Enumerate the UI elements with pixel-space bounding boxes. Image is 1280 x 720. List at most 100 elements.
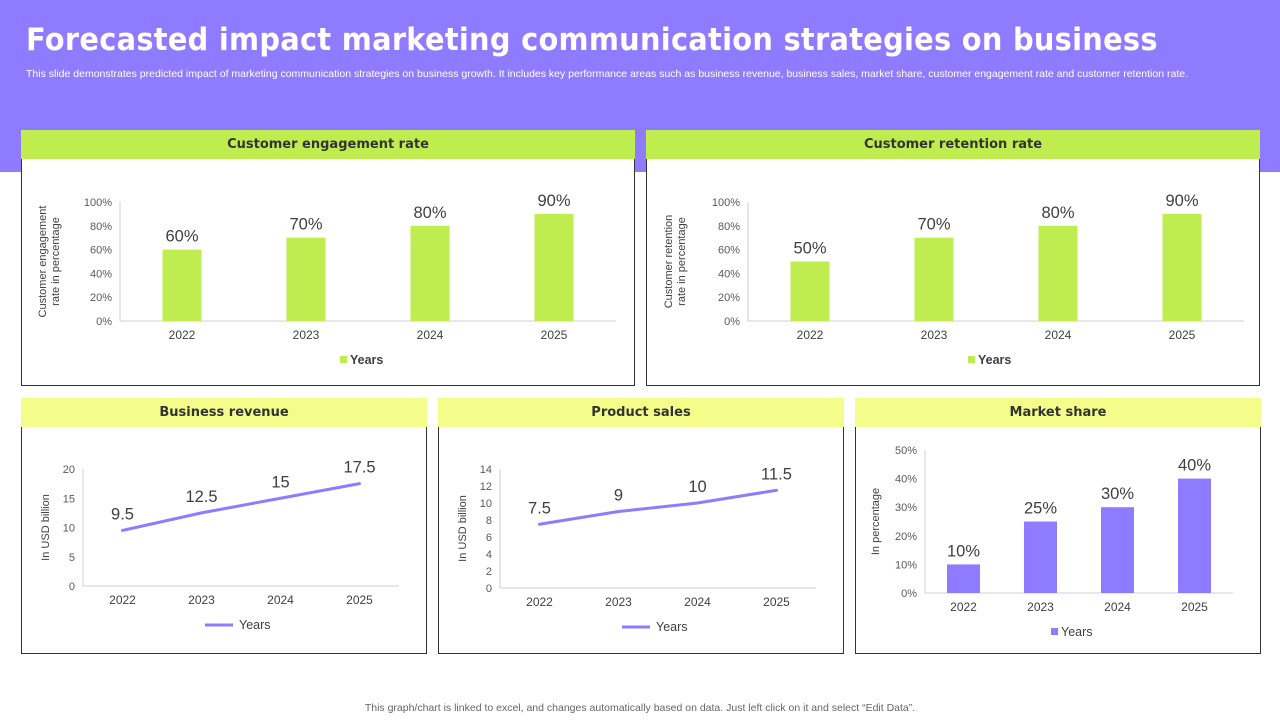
x-tick-label: 2022 bbox=[169, 328, 196, 342]
y-tick-label: 20% bbox=[718, 292, 740, 304]
x-tick-label: 2024 bbox=[684, 595, 711, 609]
y-tick-label: 20% bbox=[90, 292, 112, 304]
legend-marker bbox=[968, 356, 975, 363]
x-tick-label: 2022 bbox=[526, 595, 553, 609]
legend-marker bbox=[1051, 628, 1058, 635]
page-title: Forecasted impact marketing communicatio… bbox=[26, 22, 1158, 58]
bar bbox=[1178, 478, 1211, 593]
y-tick-label: 15 bbox=[63, 493, 75, 505]
bar bbox=[1038, 225, 1078, 321]
bar bbox=[914, 237, 954, 321]
legend-label: Years bbox=[656, 620, 688, 634]
y-tick-label: 60% bbox=[90, 245, 112, 257]
bar bbox=[162, 249, 202, 321]
x-tick-label: 2023 bbox=[188, 593, 215, 607]
x-tick-label: 2025 bbox=[1181, 600, 1208, 614]
y-tick-label: 40% bbox=[895, 474, 917, 486]
y-tick-label: 50% bbox=[895, 445, 917, 457]
x-tick-label: 2025 bbox=[1169, 328, 1196, 342]
page-subtitle: This slide demonstrates predicted impact… bbox=[26, 68, 1188, 80]
y-tick-label: 0% bbox=[901, 588, 917, 600]
y-tick-label: 100% bbox=[712, 197, 740, 209]
data-label: 10% bbox=[947, 542, 980, 560]
footer-note: This graph/chart is linked to excel, and… bbox=[364, 702, 916, 714]
y-tick-label: 20% bbox=[895, 531, 917, 543]
y-tick-label: 2 bbox=[486, 566, 492, 578]
data-label: 50% bbox=[793, 240, 826, 258]
y-tick-label: 4 bbox=[486, 549, 492, 561]
x-tick-label: 2025 bbox=[541, 328, 568, 342]
y-tick-label: 10% bbox=[895, 559, 917, 571]
panel-business-revenue[interactable]: Business revenue 0 5 10 15 20 2022 2023 2024 202… bbox=[21, 398, 427, 654]
x-tick-label: 2023 bbox=[1027, 600, 1054, 614]
panel-title: Market share bbox=[855, 398, 1261, 427]
y-tick-label: 60% bbox=[718, 245, 740, 257]
x-tick-label: 2022 bbox=[797, 328, 824, 342]
panel-title: Customer engagement rate bbox=[21, 130, 635, 159]
y-axis-label: rate in percentage bbox=[50, 217, 62, 306]
x-tick-label: 2025 bbox=[346, 593, 373, 607]
legend-label: Years bbox=[350, 353, 383, 367]
chart-business-revenue[interactable]: 0 5 10 15 20 2022 2023 2024 2025 In USD billion 9.… bbox=[22, 427, 428, 655]
bar bbox=[1024, 521, 1057, 593]
y-tick-label: 5 bbox=[69, 552, 75, 564]
y-axis-label: rate in percentage bbox=[676, 217, 688, 306]
y-tick-label: 30% bbox=[895, 502, 917, 514]
x-tick-label: 2022 bbox=[109, 593, 136, 607]
y-axis-label: In USD billion bbox=[40, 494, 52, 561]
x-tick-label: 2024 bbox=[417, 328, 444, 342]
panel-market-share[interactable]: Market share 0% 10% 20% 30% 40% 50% 2022 2023 20… bbox=[855, 398, 1261, 654]
y-tick-label: 100% bbox=[84, 197, 112, 209]
data-label: 25% bbox=[1024, 500, 1057, 518]
bar bbox=[790, 261, 830, 321]
data-label: 90% bbox=[537, 192, 570, 210]
y-tick-label: 80% bbox=[90, 221, 112, 233]
bar bbox=[947, 564, 980, 593]
data-label: 10 bbox=[688, 478, 706, 496]
data-label: 70% bbox=[289, 216, 322, 234]
bar bbox=[1101, 507, 1134, 593]
legend-label: Years bbox=[978, 353, 1011, 367]
data-label: 90% bbox=[1165, 192, 1198, 210]
chart-customer-engagement[interactable]: 0% 20% 40% 60% 80% 100% 2022 2023 2024 2025 Custom… bbox=[22, 159, 636, 387]
panel-product-sales[interactable]: Product sales 0 2 4 6 8 10 12 14 2022 2023 2024 202… bbox=[438, 398, 844, 654]
y-tick-label: 6 bbox=[486, 532, 492, 544]
y-tick-label: 40% bbox=[718, 268, 740, 280]
x-tick-label: 2023 bbox=[605, 595, 632, 609]
data-label: 80% bbox=[1041, 204, 1074, 222]
panel-title: Customer retention rate bbox=[646, 130, 1260, 159]
bar bbox=[286, 237, 326, 321]
y-tick-label: 40% bbox=[90, 268, 112, 280]
bar bbox=[410, 225, 450, 321]
chart-product-sales[interactable]: 0 2 4 6 8 10 12 14 2022 2023 2024 2025 In USD billio… bbox=[439, 427, 845, 655]
chart-customer-retention[interactable]: 0% 20% 40% 60% 80% 100% 2022 2023 2024 2025 Custom… bbox=[647, 159, 1261, 387]
x-tick-label: 2023 bbox=[293, 328, 320, 342]
y-tick-label: 0% bbox=[724, 316, 740, 328]
y-axis-label: Customer retention bbox=[663, 215, 675, 309]
y-axis-label: In percentage bbox=[870, 488, 882, 555]
data-label: 12.5 bbox=[185, 488, 217, 506]
y-tick-label: 80% bbox=[718, 221, 740, 233]
y-tick-label: 10 bbox=[63, 523, 75, 535]
x-tick-label: 2024 bbox=[1104, 600, 1131, 614]
data-label: 30% bbox=[1101, 485, 1134, 503]
panel-title: Product sales bbox=[438, 398, 844, 427]
data-label: 15 bbox=[271, 473, 289, 491]
chart-market-share[interactable]: 0% 10% 20% 30% 40% 50% 2022 2023 2024 2025 In perc… bbox=[856, 427, 1262, 655]
panel-customer-retention[interactable]: Customer retention rate 0% 20% 40% 60% 80% 10… bbox=[646, 130, 1260, 386]
data-label: 11.5 bbox=[761, 465, 792, 483]
legend-label: Years bbox=[239, 618, 271, 632]
data-label: 7.5 bbox=[528, 499, 551, 517]
data-label: 70% bbox=[917, 216, 950, 234]
data-label: 80% bbox=[413, 204, 446, 222]
legend-marker bbox=[340, 356, 347, 363]
x-tick-label: 2023 bbox=[921, 328, 948, 342]
y-tick-label: 8 bbox=[486, 515, 492, 527]
y-tick-label: 12 bbox=[480, 481, 492, 493]
panel-customer-engagement[interactable]: Customer engagement rate 0% 20% 40% 60% 80% 1… bbox=[21, 130, 635, 386]
x-tick-label: 2025 bbox=[763, 595, 790, 609]
y-tick-label: 10 bbox=[480, 498, 492, 510]
series-line bbox=[538, 488, 778, 526]
y-tick-label: 0 bbox=[69, 581, 75, 593]
data-label: 40% bbox=[1178, 457, 1211, 475]
